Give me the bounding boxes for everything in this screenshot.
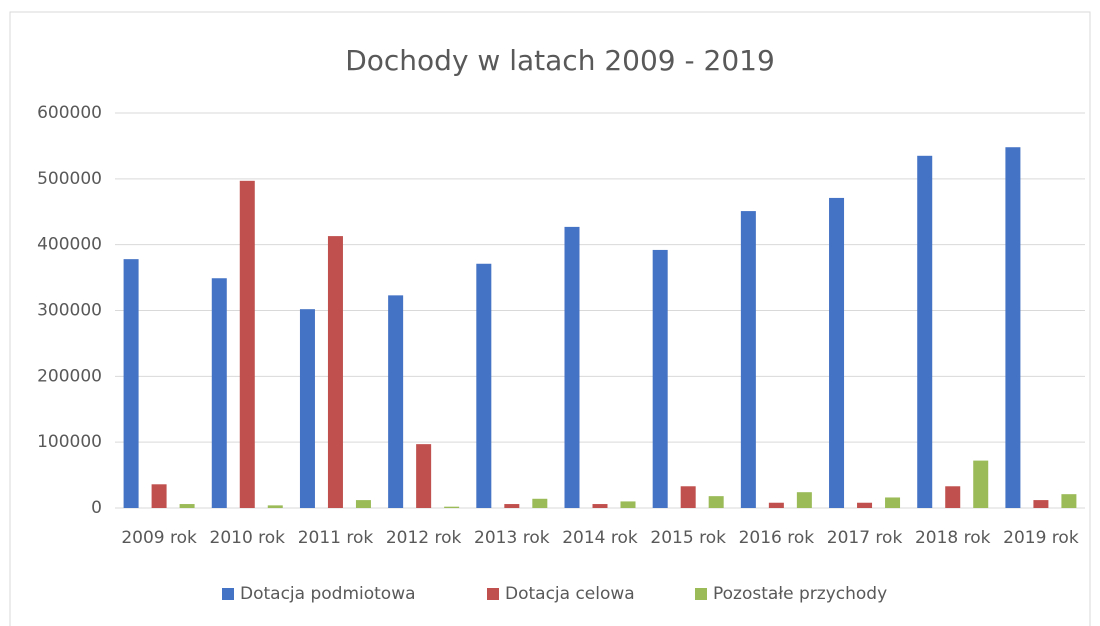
x-tick-label: 2009 rok xyxy=(121,528,197,548)
y-tick-label: 500000 xyxy=(37,169,102,189)
legend-label: Dotacja podmiotowa xyxy=(240,584,416,604)
legend-swatch xyxy=(222,588,234,600)
y-tick-label: 100000 xyxy=(37,432,102,452)
bar xyxy=(299,309,315,508)
x-tick-label: 2019 rok xyxy=(1003,528,1079,548)
bar xyxy=(504,504,520,508)
bar xyxy=(532,498,548,508)
bar xyxy=(652,249,668,508)
bar xyxy=(857,502,873,508)
bar xyxy=(1061,494,1077,508)
x-tick-label: 2018 rok xyxy=(915,528,991,548)
legend-swatch xyxy=(695,588,707,600)
bar xyxy=(416,444,432,508)
bar xyxy=(388,295,404,508)
bar xyxy=(885,497,901,508)
y-tick-label: 0 xyxy=(91,498,102,518)
x-tick-label: 2010 rok xyxy=(210,528,286,548)
legend-label: Pozostałe przychody xyxy=(713,584,887,604)
y-tick-label: 200000 xyxy=(37,366,102,386)
bar xyxy=(211,278,227,508)
y-tick-label: 400000 xyxy=(37,235,102,255)
bar xyxy=(327,236,343,508)
bar xyxy=(917,155,933,508)
bar xyxy=(945,486,961,508)
bar xyxy=(444,506,460,508)
bar xyxy=(796,492,812,508)
bar xyxy=(564,226,580,508)
bar xyxy=(123,259,139,508)
bar xyxy=(267,505,283,508)
bar xyxy=(708,496,724,508)
bar xyxy=(740,211,756,508)
bar xyxy=(476,263,492,508)
bar xyxy=(1033,500,1049,508)
x-tick-label: 2012 rok xyxy=(386,528,462,548)
bar xyxy=(768,502,784,508)
bar xyxy=(973,460,989,508)
x-tick-label: 2017 rok xyxy=(827,528,903,548)
legend-label: Dotacja celowa xyxy=(505,584,635,604)
bar xyxy=(680,486,696,508)
chart-title: Dochody w latach 2009 - 2019 xyxy=(345,44,775,77)
bar xyxy=(151,484,167,508)
bar xyxy=(1005,147,1021,508)
x-tick-label: 2014 rok xyxy=(562,528,638,548)
legend-swatch xyxy=(487,588,499,600)
bar xyxy=(355,500,371,508)
x-tick-label: 2016 rok xyxy=(739,528,815,548)
bar xyxy=(829,197,845,509)
bar xyxy=(592,504,608,508)
bar xyxy=(179,504,195,508)
bar xyxy=(620,501,636,508)
x-tick-label: 2015 rok xyxy=(650,528,726,548)
bar xyxy=(239,180,255,508)
x-tick-label: 2013 rok xyxy=(474,528,550,548)
chart-frame xyxy=(9,11,1091,626)
x-tick-label: 2011 rok xyxy=(298,528,374,548)
y-tick-label: 600000 xyxy=(37,103,102,123)
y-tick-label: 300000 xyxy=(37,301,102,321)
